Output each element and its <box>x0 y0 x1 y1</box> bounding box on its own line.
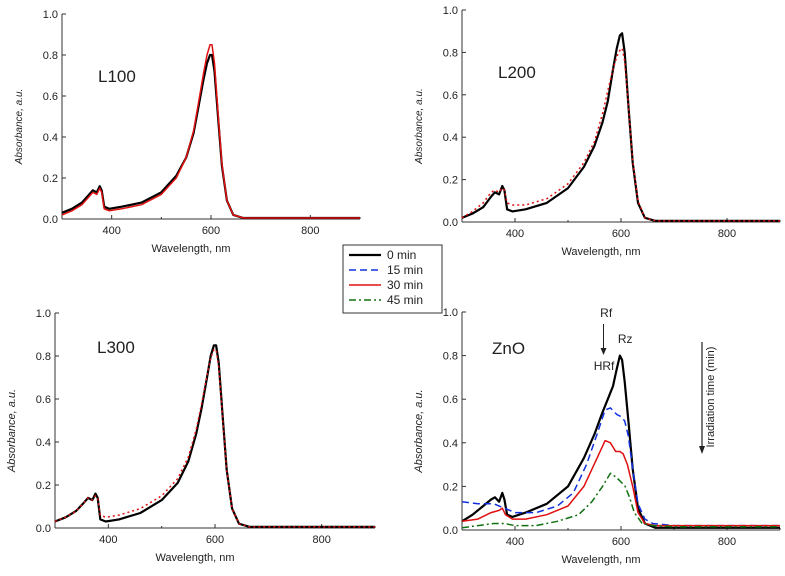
y-tick-label: 0.0 <box>443 525 458 537</box>
series-line-0-min <box>54 344 375 529</box>
annotation-rz: Rz <box>618 332 633 346</box>
panel-title: L200 <box>498 63 536 82</box>
y-tick-label: 0.6 <box>443 394 458 406</box>
y-tick-label: 0.0 <box>43 214 58 226</box>
y-tick-label: 0.8 <box>36 351 51 363</box>
series-line-0-min <box>461 32 780 222</box>
y-axis-label: Absorbance, a.u. <box>413 389 425 473</box>
x-tick-label: 400 <box>102 225 120 237</box>
series-line-15-min <box>461 407 780 527</box>
series-line-30-min <box>54 348 375 528</box>
x-tick-label: 800 <box>718 228 736 240</box>
y-tick-label: 0.2 <box>43 173 58 185</box>
y-tick-label: 0.8 <box>43 50 58 62</box>
y-tick-label: 0.4 <box>443 132 458 144</box>
y-tick-label: 1.0 <box>36 308 51 320</box>
y-tick-label: 0.6 <box>43 91 58 103</box>
legend-label-45-min: 45 min <box>387 293 423 307</box>
arrow-rf-head <box>600 348 607 355</box>
y-tick-label: 0.8 <box>443 351 458 363</box>
panel-l300: 0.0 0.2 0.4 0.6 0.8 1.0 400 600 800 Wavelength, n… <box>6 308 376 564</box>
y-tick-label: 1.0 <box>43 9 58 21</box>
x-tick-label: 400 <box>506 228 524 240</box>
y-tick-label: 1.0 <box>443 307 458 319</box>
x-axis-label: Wavelength, nm <box>155 552 234 564</box>
panel-zno: 0.0 0.2 0.4 0.6 0.8 1.0 400 600 800 Wavelength, n… <box>413 306 781 566</box>
panel-title: L100 <box>98 67 136 86</box>
legend-label-15-min: 15 min <box>387 263 423 277</box>
y-tick-label: 0.4 <box>36 437 51 449</box>
y-tick-label: 0.2 <box>443 481 458 493</box>
series-line-30-min <box>461 439 780 527</box>
y-tick-label: 0.8 <box>443 47 458 59</box>
y-axis-label: Absorbance, a.u. <box>414 88 425 165</box>
y-tick-label: 0.0 <box>36 523 51 535</box>
y-tick-label: 0.4 <box>443 438 458 450</box>
series-line-30-min <box>461 47 780 222</box>
series-line-30-min <box>61 44 360 219</box>
x-tick-label: 600 <box>206 534 224 546</box>
y-axis-label: Absorbance, a.u. <box>14 89 25 166</box>
series-line-45-min <box>461 472 780 529</box>
x-tick-label: 800 <box>312 534 330 546</box>
panel-l200: 0.0 0.2 0.4 0.6 0.8 1.0 400 600 800 Wavelength, n… <box>414 5 781 258</box>
irradiation-time-label: Irradiation time (min) <box>705 347 717 448</box>
y-tick-label: 0.6 <box>36 394 51 406</box>
y-tick-label: 1.0 <box>443 5 458 17</box>
legend-label-30-min: 30 min <box>387 278 423 292</box>
x-tick-label: 600 <box>612 228 630 240</box>
x-tick-label: 400 <box>506 536 524 548</box>
x-axis-label: Wavelength, nm <box>561 554 640 566</box>
panel-title: ZnO <box>492 339 525 358</box>
y-tick-label: 0.6 <box>443 90 458 102</box>
x-axis-label: Wavelength, nm <box>151 243 230 255</box>
panel-l100: 0.0 0.2 0.4 0.6 0.8 1.0 400 600 800 Wavelength, n… <box>14 9 361 255</box>
x-tick-label: 800 <box>301 225 319 237</box>
annotation-hrf: HRf <box>594 359 615 373</box>
y-axis-label: Absorbance, a.u. <box>6 389 18 473</box>
annotation-rf: Rf <box>600 306 613 320</box>
x-axis-label: Wavelength, nm <box>561 246 640 258</box>
y-tick-label: 0.0 <box>443 217 458 229</box>
x-tick-label: 800 <box>718 536 736 548</box>
y-tick-label: 0.4 <box>43 132 58 144</box>
panel-title: L300 <box>97 338 135 357</box>
y-tick-label: 0.2 <box>443 175 458 187</box>
series-line-0-min <box>461 354 780 529</box>
legend-label-0-min: 0 min <box>387 248 416 262</box>
y-tick-label: 0.2 <box>36 480 51 492</box>
x-tick-label: 600 <box>202 225 220 237</box>
x-tick-label: 600 <box>612 536 630 548</box>
x-tick-label: 400 <box>99 534 117 546</box>
irradiation-arrow-head <box>699 446 705 454</box>
legend-box <box>342 244 443 314</box>
